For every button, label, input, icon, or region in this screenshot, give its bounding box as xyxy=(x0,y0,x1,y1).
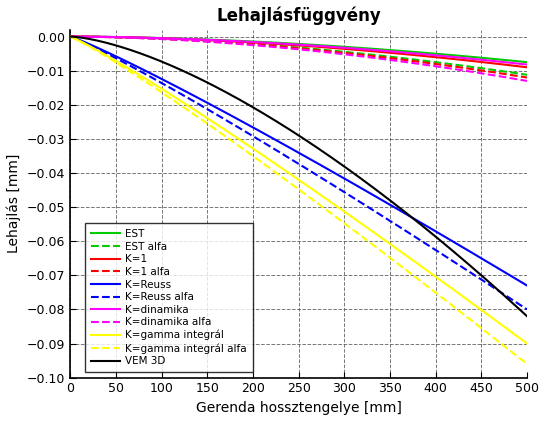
Title: Lehajlásfüggvény: Lehajlásfüggvény xyxy=(216,7,381,25)
X-axis label: Gerenda hossztengelye [mm]: Gerenda hossztengelye [mm] xyxy=(196,401,402,415)
Y-axis label: Lehajlás [mm]: Lehajlás [mm] xyxy=(7,154,21,253)
Legend: EST, EST alfa, K=1, K=1 alfa, K=Reuss, K=Reuss alfa, K=dinamika, K=dinamika alfa: EST, EST alfa, K=1, K=1 alfa, K=Reuss, K… xyxy=(85,223,253,373)
